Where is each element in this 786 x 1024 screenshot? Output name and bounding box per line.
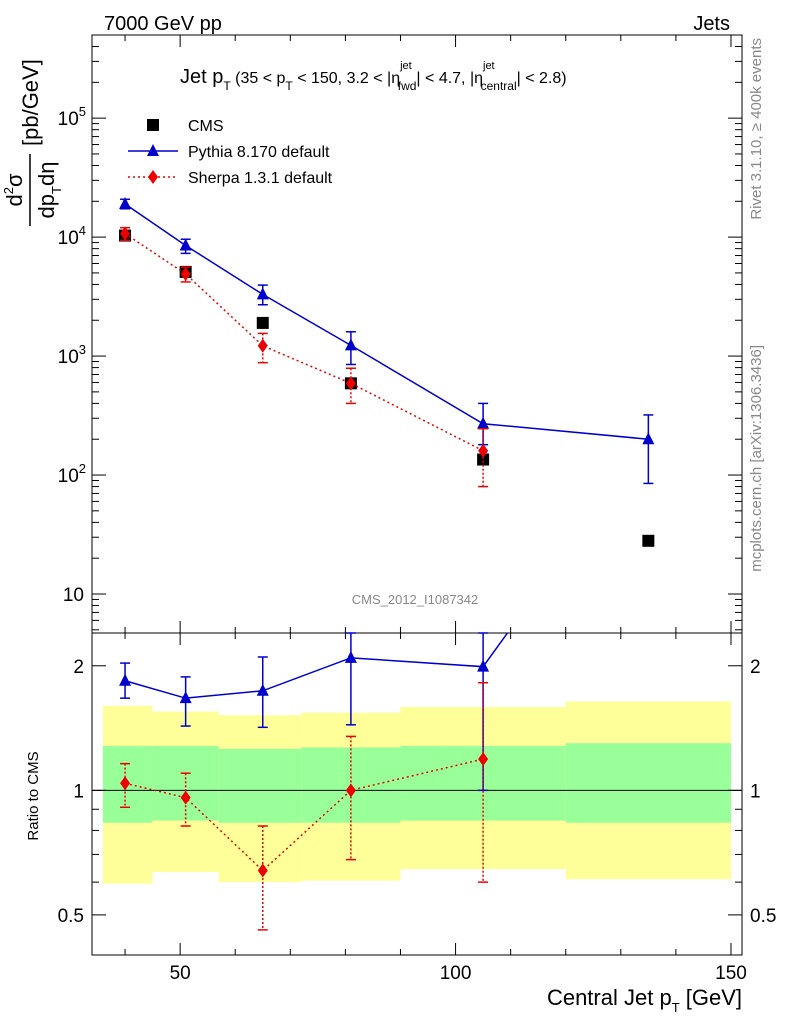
header-left: 7000 GeV pp: [104, 13, 222, 35]
side-label-top: Rivet 3.1.10, ≥ 400k events: [748, 38, 765, 220]
marker-diamond: [180, 790, 191, 805]
marker-diamond: [345, 783, 356, 798]
y-tick-label: 103: [58, 342, 86, 368]
marker-triangle: [256, 683, 269, 696]
x-axis-label: Central Jet pT [GeV]: [547, 985, 742, 1015]
marker-square: [256, 316, 269, 329]
chart-title: Jet pT (35 < pT < 150, 3.2 < |ηjet fwd| <…: [180, 60, 567, 93]
marker-diamond: [345, 376, 356, 391]
marker-triangle: [642, 432, 655, 445]
ratio-y-tick-label: 2: [73, 657, 84, 678]
legend-label: Sherpa 1.3.1 default: [188, 170, 333, 187]
series-top-cms: [119, 229, 655, 547]
marker-diamond: [180, 266, 191, 281]
marker-triangle: [344, 650, 357, 663]
ratio-y-tick-label-right: 1: [750, 781, 761, 802]
legend: CMS Pythia 8.170 default Sherpa 1.3.1 defa…: [128, 118, 333, 187]
data-series: [119, 196, 655, 931]
legend-label: CMS: [188, 118, 224, 135]
series-ratio-pythia: [119, 632, 509, 792]
series-line: [124, 203, 649, 440]
band-inner-2: [218, 748, 302, 823]
marker-triangle: [119, 196, 132, 209]
legend-label: Pythia 8.170 default: [188, 144, 330, 161]
y-tick-label: 102: [58, 461, 86, 487]
series-line: [124, 633, 509, 699]
ratio-y-tick-label: 0.5: [58, 906, 84, 927]
marker-triangle: [477, 659, 490, 672]
ratio-y-label: Ratio to CMS: [25, 751, 42, 840]
series-line: [124, 232, 484, 452]
marker-triangle: [119, 673, 132, 686]
x-tick-label: 100: [440, 963, 472, 984]
series-top-pythia: [119, 196, 655, 485]
marker-diamond: [478, 752, 489, 767]
marker-diamond: [478, 443, 489, 458]
marker-square: [642, 534, 655, 547]
marker-diamond: [148, 170, 158, 184]
ratio-bands: [103, 701, 731, 884]
side-label-bottom: mcplots.cern.ch [arXiv:1306.3436]: [748, 345, 765, 572]
y-label-unit: [pb/GeV]: [18, 59, 43, 146]
marker-triangle: [344, 338, 357, 351]
marker-square: [477, 453, 490, 466]
marker-diamond: [120, 776, 131, 791]
axes: [91, 34, 743, 956]
y-label-numerator: d2σ: [1, 173, 27, 206]
x-tick-label: 150: [715, 963, 747, 984]
marker-diamond: [120, 226, 131, 241]
y-label-denominator: dpTdη: [34, 162, 64, 219]
marker-triangle: [256, 287, 269, 300]
ratio-y-tick-label-right: 2: [750, 657, 761, 678]
x-tick-label: 50: [170, 963, 191, 984]
watermark: CMS_2012_I1087342: [352, 592, 479, 607]
series-ratio-sherpa: [120, 681, 489, 931]
y-tick-label: 10: [63, 585, 84, 606]
band-inner-5: [565, 743, 731, 823]
y-tick-label: 105: [58, 104, 86, 130]
chart-text: 50 100 150 10 102 103 104 105 0.5 0.5 1 1 2 2 CMS Pythi…: [1, 59, 776, 1015]
marker-triangle: [477, 416, 490, 429]
marker-square: [147, 119, 159, 131]
marker-triangle: [179, 238, 192, 251]
header-right: Jets: [693, 13, 730, 35]
marker-triangle: [179, 691, 192, 704]
ratio-y-tick-label-right: 0.5: [750, 906, 776, 927]
series-top-sherpa: [120, 226, 489, 488]
marker-diamond: [257, 338, 268, 353]
ratio-frame: [91, 632, 743, 956]
band-inner-1: [152, 745, 219, 821]
y-axis-label: d2σ dpTdη [pb/GeV]: [1, 59, 64, 226]
y-tick-label: 104: [58, 223, 86, 249]
series-line: [124, 758, 484, 872]
marker-diamond: [257, 863, 268, 878]
ratio-y-tick-label: 1: [73, 781, 84, 802]
marker-triangle: [147, 144, 159, 156]
